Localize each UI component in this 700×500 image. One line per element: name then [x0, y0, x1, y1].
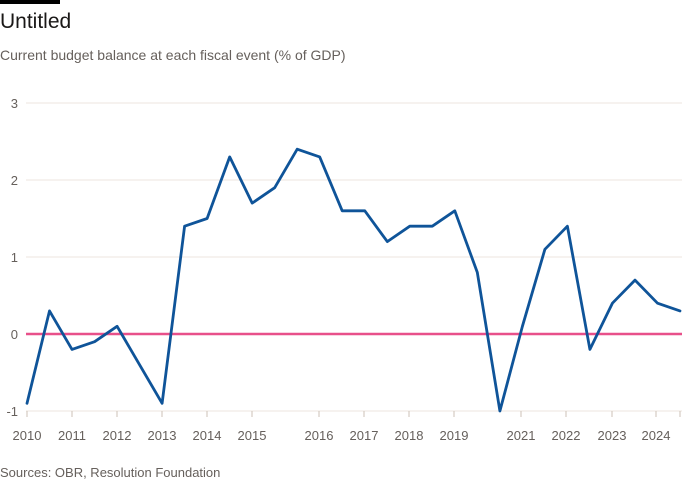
budget-balance-line: [25, 147, 682, 413]
x-tick-label: 2010: [13, 428, 42, 443]
x-tick-label: 2021: [507, 428, 536, 443]
series-lines: [25, 147, 682, 413]
y-tick-label: 0: [11, 327, 18, 342]
x-tick-label: 2013: [148, 428, 177, 443]
x-tick-label: 2023: [598, 428, 627, 443]
chart-subtitle: Current budget balance at each fiscal ev…: [0, 47, 346, 63]
y-tick-label: 1: [11, 250, 18, 265]
y-tick-label: -1: [6, 404, 18, 419]
x-tick-label: 2014: [193, 428, 222, 443]
x-tick-label: 2018: [395, 428, 424, 443]
y-axis-tick-labels: 3 2 1 0 -1: [6, 96, 18, 419]
x-tick-label: 2015: [238, 428, 267, 443]
x-tick-label: 2019: [440, 428, 469, 443]
x-tick-label: 2022: [552, 428, 581, 443]
x-tick-label: 2012: [103, 428, 132, 443]
chart-title: Untitled: [0, 10, 72, 33]
x-tick-label: 2016: [305, 428, 334, 443]
brand-bar: [0, 0, 60, 4]
x-tick-label: 2024: [642, 428, 671, 443]
grid-lines: [26, 102, 682, 412]
x-axis-tick-labels: 2010 2011 2012 2013 2014 2015 2016 2017 2018 2019…: [13, 411, 681, 443]
x-tick-label: 2017: [350, 428, 379, 443]
y-tick-label: 3: [11, 96, 18, 111]
source-note: Sources: OBR, Resolution Foundation: [0, 465, 221, 480]
x-tick-label: 2011: [58, 428, 86, 443]
y-tick-label: 2: [11, 173, 18, 188]
